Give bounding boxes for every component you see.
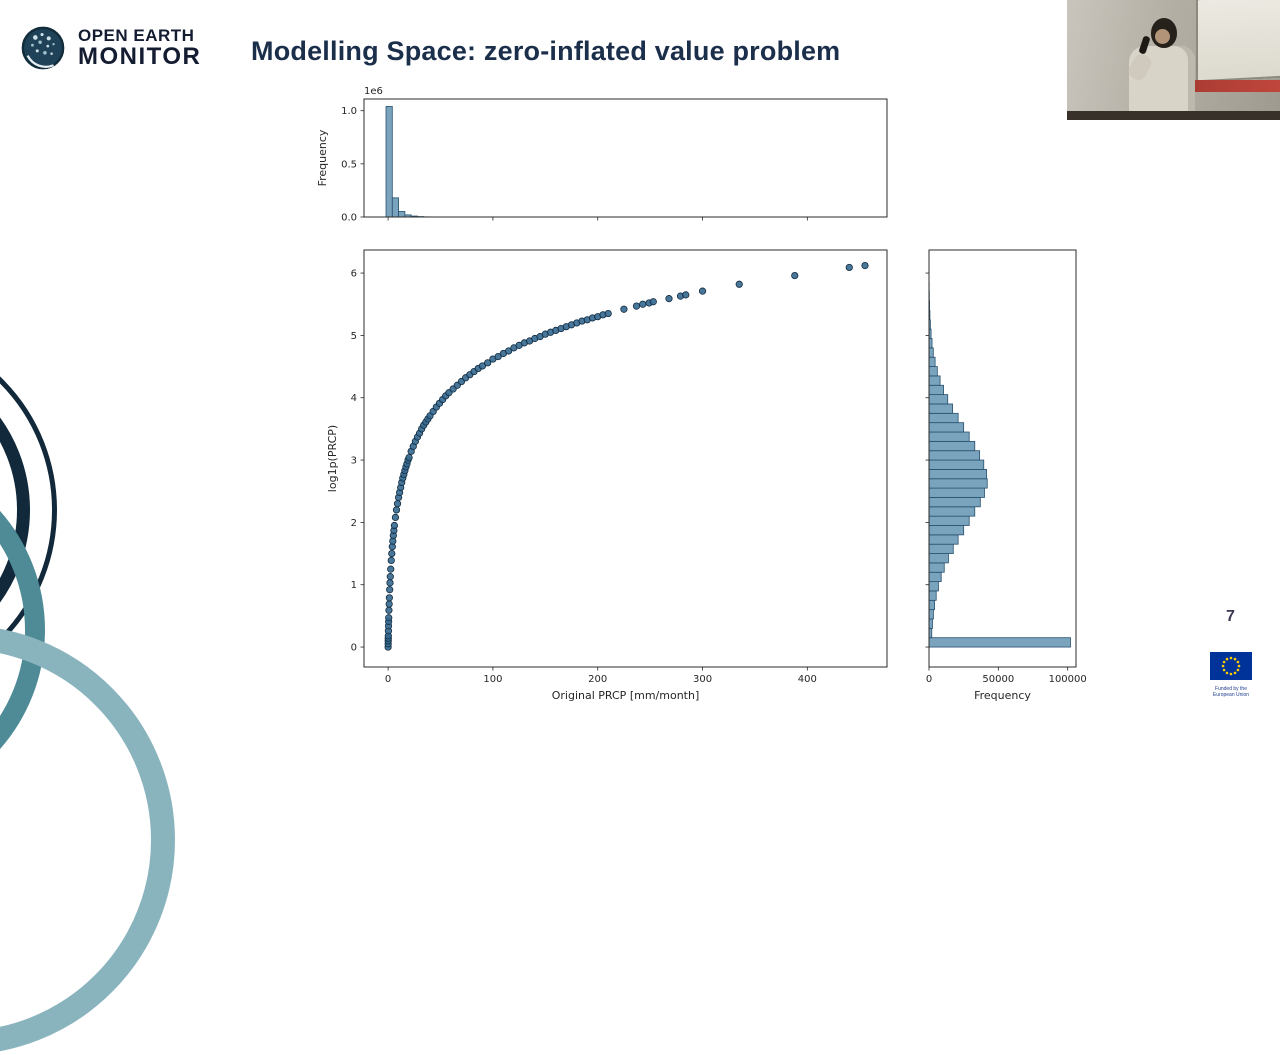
slide-title: Modelling Space: zero-inflated value pro… (251, 36, 840, 67)
svg-text:200: 200 (588, 674, 607, 685)
svg-text:100: 100 (483, 674, 502, 685)
svg-text:2: 2 (351, 518, 357, 529)
presenter-face (1155, 29, 1170, 44)
right-histogram: 0 50000 100000 Frequency (880, 240, 1140, 710)
svg-text:1e6: 1e6 (364, 86, 383, 97)
svg-text:1.0: 1.0 (341, 106, 357, 117)
svg-text:300: 300 (693, 674, 712, 685)
eu-funding-caption: Funded by the European Union (1208, 686, 1254, 699)
svg-text:3: 3 (351, 456, 357, 467)
svg-text:400: 400 (798, 674, 817, 685)
logo-text: OPEN EARTH MONITOR (78, 26, 201, 71)
svg-text:Frequency: Frequency (974, 689, 1031, 702)
svg-text:50000: 50000 (982, 674, 1014, 685)
svg-text:1: 1 (351, 580, 357, 591)
page-number: 7 (1226, 608, 1235, 626)
globe-icon (20, 25, 66, 71)
logo: OPEN EARTH MONITOR (20, 25, 201, 71)
svg-text:0: 0 (351, 643, 357, 654)
arc-ring-teal-bottom (0, 625, 175, 1055)
svg-text:0.0: 0.0 (341, 213, 357, 224)
scatter-plot: 0 100 200 300 400 0 1 2 3 4 5 6 Original PRCP [mm/mo… (310, 240, 900, 710)
eu-funding-badge: Funded by the European Union (1208, 652, 1254, 699)
svg-text:4: 4 (351, 393, 357, 404)
svg-text:0: 0 (385, 674, 391, 685)
logo-line2: MONITOR (78, 43, 201, 71)
presenter-video (1067, 0, 1280, 120)
eu-flag-icon (1210, 652, 1252, 680)
svg-text:0.5: 0.5 (341, 159, 357, 170)
svg-text:5: 5 (351, 331, 357, 342)
svg-text:log1p(PRCP): log1p(PRCP) (326, 425, 339, 492)
svg-text:Frequency: Frequency (316, 129, 329, 186)
projection-screen (1196, 0, 1280, 82)
svg-text:0: 0 (926, 674, 932, 685)
svg-text:Original PRCP [mm/month]: Original PRCP [mm/month] (552, 689, 700, 702)
top-histogram: 0.0 0.5 1.0 1e6 Frequency (310, 82, 900, 232)
video-bottom-edge (1067, 111, 1280, 120)
svg-text:100000: 100000 (1049, 674, 1087, 685)
svg-text:6: 6 (351, 269, 357, 280)
